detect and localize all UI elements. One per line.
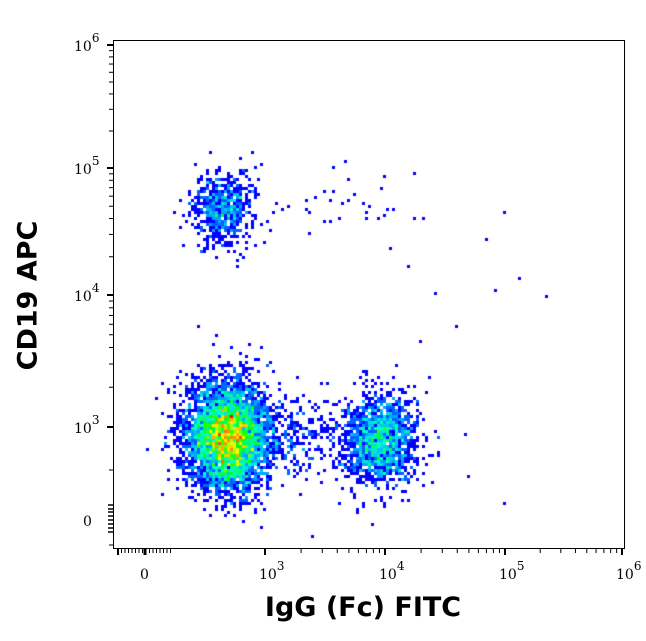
x-tick-label: 104: [379, 559, 405, 583]
y-tick-label: 0: [83, 514, 92, 530]
y-axis-title: CD19 APC: [12, 220, 44, 371]
x-tick-label: 0: [140, 567, 149, 583]
y-tick-label: 103: [74, 413, 100, 437]
x-tick-label: 106: [616, 559, 642, 583]
x-tick-label: 105: [499, 559, 525, 583]
y-tick-label: 104: [74, 281, 100, 305]
x-tick-label: 103: [259, 559, 285, 583]
scatter-density-canvas: [113, 40, 625, 549]
x-axis-title: IgG (Fc) FITC: [264, 592, 462, 623]
y-tick-label: 105: [74, 154, 100, 178]
y-tick-label: 106: [74, 31, 100, 55]
